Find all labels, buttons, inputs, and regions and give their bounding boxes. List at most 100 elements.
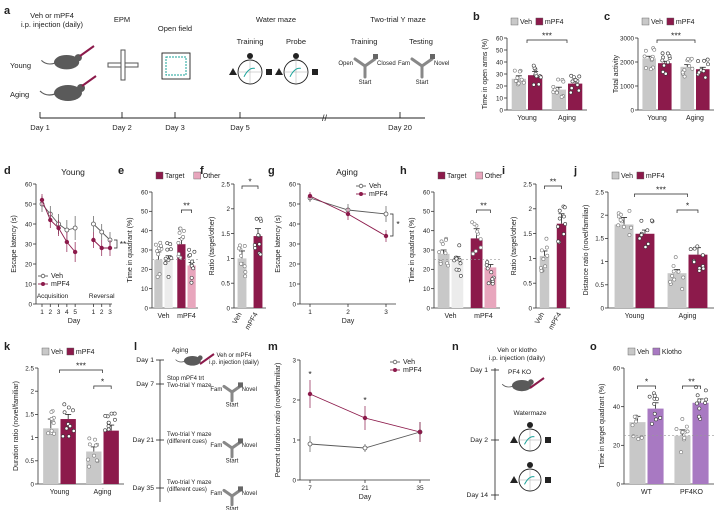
data-point [472,222,477,226]
data-point [157,272,162,277]
x-tick-label: Aging [94,489,112,496]
data-point [697,398,702,403]
data-point [642,54,647,59]
data-point [103,428,107,433]
x-tick-label: 2 [48,309,52,316]
maze-arm [410,57,424,68]
y-maze-step: Fam Novel Start [210,382,257,408]
data-point [706,62,710,67]
y-tick-label: 50 [423,209,431,216]
data-point [166,274,171,279]
data-point [489,270,494,275]
chart-c: c 0 1000 2000 3000 Total activity Young Aging Ve… [604,11,714,122]
data-point [697,414,701,419]
bar-target-veh [437,253,450,308]
legend-label: Veh [637,349,649,356]
test-open-field: Open field [158,24,192,33]
y-tick-label: 60 [141,189,149,196]
data-point [473,249,478,254]
data-point [670,274,675,278]
data-point [652,411,657,416]
x-tick-label: Aging [686,115,704,122]
legend-swatch [437,171,446,180]
legend-label: Klotho [662,349,682,356]
data-point [701,69,706,73]
x-tick-label: 5 [73,309,77,316]
significance-bracket [637,385,656,389]
chart-k: k 0 0.5 1 1.5 2 2.5 Duration ratio (novel/famil… [4,341,124,496]
phase-probe: Probe [286,37,306,46]
legend-swatch [652,347,661,356]
data-point [681,275,686,280]
data-point [645,228,650,233]
step-text: (different cues) [167,487,207,493]
y-tick-label: 20 [496,83,504,90]
legend-label: Veh [51,273,63,280]
bar-ratio-veh [237,258,247,308]
legend-label: Veh [369,183,381,190]
swim-path [243,67,255,78]
data-point [168,242,173,247]
panel-letter-n: n [452,341,459,353]
arm-label: Fam [210,387,222,393]
mouse-body [54,85,82,101]
point-veh [64,227,70,233]
data-point [156,252,161,257]
data-point [643,245,648,249]
bar-mpf4-aging [103,430,119,484]
data-point [46,431,51,436]
point-mpf4 [307,391,313,397]
legend-swatch [41,347,50,356]
x-tick-label: 3 [57,309,61,316]
significance-label: ** [688,377,695,387]
y-axis-title: Ratio (target/other) [209,217,216,276]
y-tick-label: 20 [423,267,431,274]
data-point [689,56,694,61]
test-y-maze: Two-trial Y maze [370,15,426,24]
timeline-day: Day 2 [112,123,132,132]
y-tick-label: 20 [25,261,33,268]
chart-j: j 0 0.5 1 1.5 2 2.5 Distance ratio (novel/famil… [573,165,714,320]
cue-square [545,477,551,483]
data-point [252,243,257,247]
bar-other-mpf4 [484,267,497,308]
timeline-day: Day 5 [230,123,250,132]
y-tick-label: 2.5 [221,181,230,188]
data-point [661,70,665,74]
significance-label: * [248,177,252,187]
significance-bracket [93,385,112,389]
data-point [485,260,490,265]
data-point [177,230,182,235]
group-label-aging: Aging [10,90,29,99]
legend-label: mPF4 [646,173,665,180]
cue-triangle [510,476,518,483]
data-point [182,229,186,233]
swim-path [524,436,535,445]
data-point [561,214,566,219]
data-point [475,229,480,234]
timeline-day: Day 1 [470,367,488,374]
point-veh [99,229,105,235]
data-point [654,417,658,422]
x-tick-label: 1 [40,309,44,316]
y-tick-label: 1000 [620,83,635,90]
data-point [701,266,706,271]
y-tick-label: 10 [25,281,33,288]
cue-square [238,486,243,492]
data-point [239,253,243,258]
y-tick-label: 2 [600,213,604,220]
data-point [243,274,248,279]
data-point [87,436,92,441]
maze-arm [222,488,234,498]
y-tick-label: 60 [423,189,431,196]
mouse-icon [39,84,85,101]
y-tick-label: 2000 [620,59,635,66]
y-tick-label: 2.5 [25,365,34,372]
data-point [680,430,685,434]
data-point [243,270,248,274]
data-point [187,247,192,252]
y-tick-label: 10 [423,286,431,293]
legend-swatch [611,171,620,180]
bar-target-mpf4 [177,244,186,308]
